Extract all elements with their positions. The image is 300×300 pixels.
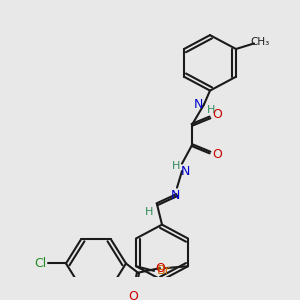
Text: CH₃: CH₃ — [250, 37, 270, 46]
Text: O: O — [155, 262, 165, 275]
Text: N: N — [170, 189, 180, 202]
Text: H: H — [172, 161, 180, 171]
Text: H: H — [207, 105, 215, 115]
Text: Cl: Cl — [34, 257, 46, 270]
Text: N: N — [193, 98, 203, 111]
Text: Br: Br — [157, 264, 171, 278]
Text: H: H — [145, 207, 153, 217]
Text: O: O — [212, 108, 222, 121]
Text: O: O — [128, 290, 138, 300]
Text: O: O — [212, 148, 222, 161]
Text: N: N — [180, 165, 190, 178]
